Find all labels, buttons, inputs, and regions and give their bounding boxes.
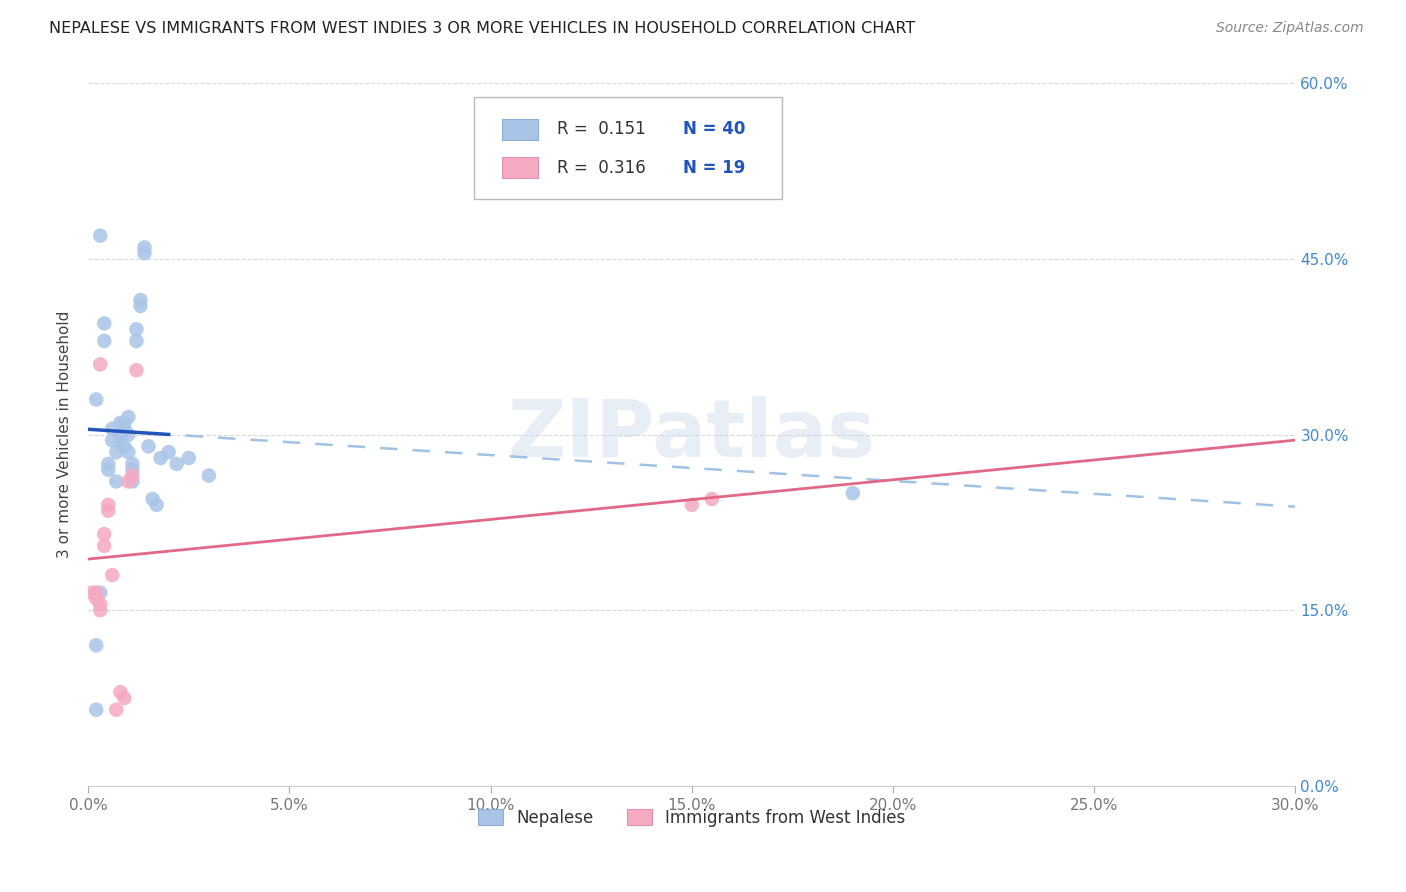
Point xyxy=(84,585,107,599)
Point xyxy=(89,357,111,371)
Point xyxy=(134,246,156,260)
Point xyxy=(117,475,139,489)
Point xyxy=(112,691,135,706)
Point xyxy=(97,463,120,477)
Text: N = 19: N = 19 xyxy=(683,159,745,177)
Text: R =  0.151: R = 0.151 xyxy=(557,120,645,138)
Point xyxy=(121,468,143,483)
Y-axis label: 3 or more Vehicles in Household: 3 or more Vehicles in Household xyxy=(58,311,72,558)
Point xyxy=(125,363,148,377)
Point xyxy=(93,539,115,553)
Point xyxy=(89,585,111,599)
Point xyxy=(112,439,135,453)
Point xyxy=(101,568,124,582)
Point xyxy=(842,486,865,500)
Point xyxy=(166,457,188,471)
Point xyxy=(125,322,148,336)
Point xyxy=(117,427,139,442)
Point xyxy=(110,416,132,430)
Point xyxy=(134,240,156,254)
Point xyxy=(105,475,128,489)
Point xyxy=(97,498,120,512)
Point xyxy=(110,434,132,448)
FancyBboxPatch shape xyxy=(474,97,782,199)
Legend: Nepalese, Immigrants from West Indies: Nepalese, Immigrants from West Indies xyxy=(471,802,912,834)
Point xyxy=(125,334,148,348)
Point xyxy=(117,445,139,459)
Point xyxy=(121,475,143,489)
Text: ZIPatlas: ZIPatlas xyxy=(508,396,876,474)
Point xyxy=(121,463,143,477)
Point xyxy=(93,334,115,348)
Point xyxy=(101,434,124,448)
Point xyxy=(198,468,221,483)
Point xyxy=(141,491,163,506)
Point xyxy=(84,638,107,652)
Point xyxy=(110,427,132,442)
Point xyxy=(89,603,111,617)
Point xyxy=(93,317,115,331)
Point xyxy=(110,685,132,699)
Point xyxy=(84,591,107,606)
Text: Source: ZipAtlas.com: Source: ZipAtlas.com xyxy=(1216,21,1364,36)
Point xyxy=(129,293,152,307)
Point xyxy=(89,228,111,243)
Point xyxy=(93,527,115,541)
Point xyxy=(84,392,107,407)
Point xyxy=(121,457,143,471)
Point xyxy=(97,457,120,471)
Point xyxy=(700,491,723,506)
Text: NEPALESE VS IMMIGRANTS FROM WEST INDIES 3 OR MORE VEHICLES IN HOUSEHOLD CORRELAT: NEPALESE VS IMMIGRANTS FROM WEST INDIES … xyxy=(49,21,915,37)
Point xyxy=(138,439,160,453)
Point xyxy=(97,504,120,518)
Point xyxy=(129,299,152,313)
Point xyxy=(117,410,139,425)
Point xyxy=(82,585,104,599)
Text: N = 40: N = 40 xyxy=(683,120,745,138)
Point xyxy=(105,703,128,717)
Text: R =  0.316: R = 0.316 xyxy=(557,159,645,177)
Point xyxy=(681,498,703,512)
Point xyxy=(112,416,135,430)
Point xyxy=(89,598,111,612)
Point xyxy=(84,703,107,717)
Point xyxy=(112,422,135,436)
FancyBboxPatch shape xyxy=(502,119,538,140)
Point xyxy=(145,498,167,512)
FancyBboxPatch shape xyxy=(502,157,538,178)
Point xyxy=(177,450,200,465)
Point xyxy=(149,450,172,465)
Point xyxy=(105,445,128,459)
Point xyxy=(101,422,124,436)
Point xyxy=(157,445,180,459)
